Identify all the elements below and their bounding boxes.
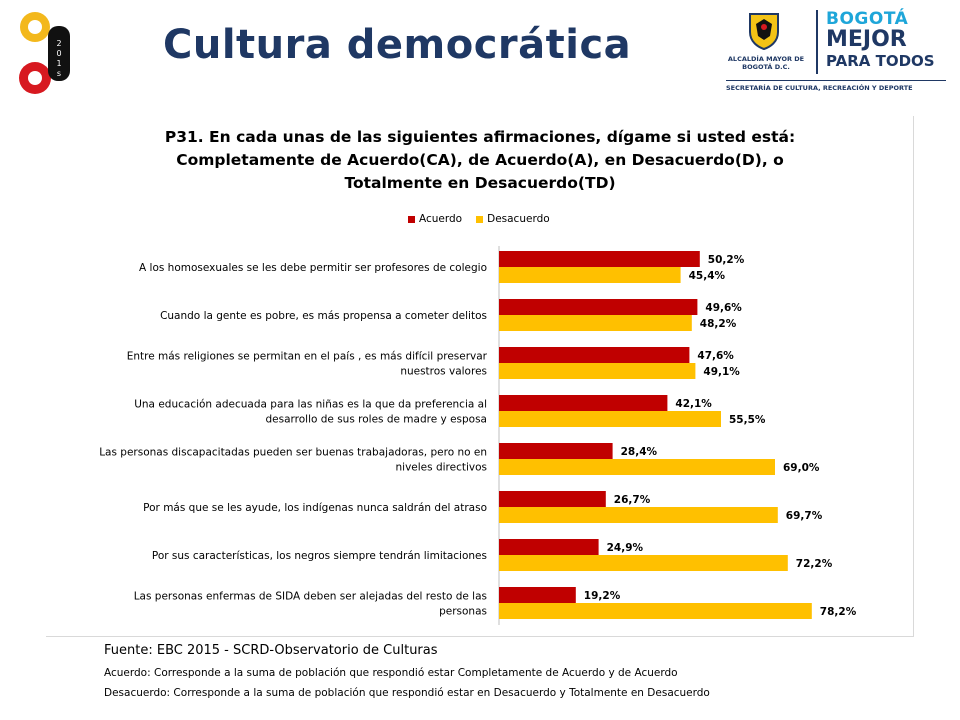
data-label: 28,4% — [621, 446, 658, 458]
bar-acuerdo — [499, 587, 576, 603]
svg-text:0: 0 — [56, 49, 61, 58]
category-label: Por sus características, los negros siem… — [152, 550, 487, 562]
data-label: 55,5% — [729, 414, 766, 426]
legend-label-acuerdo: Acuerdo — [419, 213, 463, 225]
secretaria-text: SECRETARÍA DE CULTURA, RECREACIÓN Y DEPO… — [726, 80, 946, 92]
observatorio-logo: 2 0 1 s — [18, 10, 74, 96]
svg-text:2: 2 — [56, 39, 61, 48]
chart-title: P31. En cada unas de las siguientes afir… — [100, 126, 860, 195]
source-note: Fuente: EBC 2015 - SCRD-Observatorio de … — [104, 643, 438, 658]
data-label: 49,1% — [703, 366, 740, 378]
category-label-line: Las personas enfermas de SIDA deben ser … — [134, 591, 487, 603]
category-label-line: Las personas discapacitadas pueden ser b… — [99, 447, 487, 459]
category-label: A los homosexuales se les debe permitir … — [139, 262, 487, 274]
data-label: 24,9% — [607, 542, 644, 554]
category-label: Entre más religiones se permitan en el p… — [127, 351, 488, 378]
legend-label-desacuerdo: Desacuerdo — [487, 213, 550, 225]
chart-frame — [46, 116, 914, 637]
data-label: 26,7% — [614, 494, 651, 506]
data-label: 42,1% — [675, 398, 712, 410]
bar-acuerdo — [499, 299, 698, 315]
category-label-line: Una educación adecuada para las niñas es… — [134, 399, 487, 411]
category-label-line: niveles directivos — [396, 462, 487, 474]
bar-acuerdo — [499, 491, 606, 507]
category-label: Cuando la gente es pobre, es más propens… — [160, 310, 487, 322]
svg-text:s: s — [57, 69, 61, 78]
logo-separator — [816, 10, 818, 74]
chart-title-line: Completamente de Acuerdo(CA), de Acuerdo… — [176, 151, 784, 169]
bar-desacuerdo — [499, 363, 696, 379]
legend-item-acuerdo: Acuerdo — [408, 213, 462, 225]
bar-acuerdo — [499, 539, 599, 555]
category-label-line: personas — [439, 606, 487, 618]
bar-desacuerdo — [499, 411, 721, 427]
bogota-crest-icon — [744, 10, 784, 51]
chart-legend: Acuerdo Desacuerdo — [408, 213, 550, 225]
data-label: 19,2% — [584, 590, 621, 602]
data-label: 69,7% — [786, 510, 823, 522]
bar-desacuerdo — [499, 507, 778, 523]
svg-text:1: 1 — [56, 59, 61, 68]
data-label: 50,2% — [708, 254, 745, 266]
bar-acuerdo — [499, 395, 668, 411]
data-label: 72,2% — [796, 558, 833, 570]
bar-desacuerdo — [499, 555, 788, 571]
category-label-line: Por más que se les ayude, los indígenas … — [143, 502, 487, 514]
data-label: 48,2% — [700, 318, 737, 330]
category-label: Las personas discapacitadas pueden ser b… — [99, 447, 487, 474]
desacuerdo-definition: Desacuerdo: Corresponde a la suma de pob… — [104, 687, 710, 699]
data-label: 78,2% — [820, 606, 857, 618]
category-label-line: desarrollo de sus roles de madre y espos… — [265, 414, 487, 426]
bar-desacuerdo — [499, 315, 692, 331]
bogota-word: BOGOTÁ — [826, 9, 909, 29]
legend-swatch-desacuerdo — [476, 215, 484, 223]
acuerdo-definition: Acuerdo: Corresponde a la suma de poblac… — [104, 667, 678, 679]
data-label: 45,4% — [689, 270, 726, 282]
mejor-word: MEJOR — [826, 27, 907, 52]
data-label: 47,6% — [697, 350, 734, 362]
bar-acuerdo — [499, 443, 613, 459]
chart-title-line: P31. En cada unas de las siguientes afir… — [164, 128, 796, 146]
alcaldia-logo: ALCALDÍA MAYOR DE BOGOTÁ D.C. BOGOTÁ MEJ… — [722, 6, 947, 94]
bar-desacuerdo — [499, 459, 775, 475]
category-label-line: A los homosexuales se les debe permitir … — [139, 262, 487, 274]
chart-title-line: Totalmente en Desacuerdo(TD) — [344, 174, 616, 192]
alcaldia-text: ALCALDÍA MAYOR DE BOGOTÁ D.C. — [727, 55, 805, 71]
para-todos-word: PARA TODOS — [826, 52, 935, 70]
bar-desacuerdo — [499, 603, 812, 619]
data-label: 49,6% — [705, 302, 742, 314]
category-label-line: Por sus características, los negros siem… — [152, 550, 487, 562]
bogota-mejor-logo: BOGOTÁ MEJOR PARA TODOS — [826, 10, 935, 70]
category-label-line: nuestros valores — [400, 366, 487, 378]
category-label: Por más que se les ayude, los indígenas … — [143, 502, 487, 514]
data-label: 69,0% — [783, 462, 820, 474]
bar-acuerdo — [499, 347, 690, 363]
bar-desacuerdo — [499, 267, 681, 283]
category-label: Las personas enfermas de SIDA deben ser … — [134, 591, 487, 618]
legend-item-desacuerdo: Desacuerdo — [476, 213, 550, 225]
page-title: Cultura democrática — [163, 22, 632, 68]
legend-swatch-acuerdo — [408, 215, 415, 223]
category-label: Una educación adecuada para las niñas es… — [134, 399, 487, 426]
category-label-line: Cuando la gente es pobre, es más propens… — [160, 310, 487, 322]
bar-acuerdo — [499, 251, 700, 267]
category-label-line: Entre más religiones se permitan en el p… — [127, 351, 488, 363]
